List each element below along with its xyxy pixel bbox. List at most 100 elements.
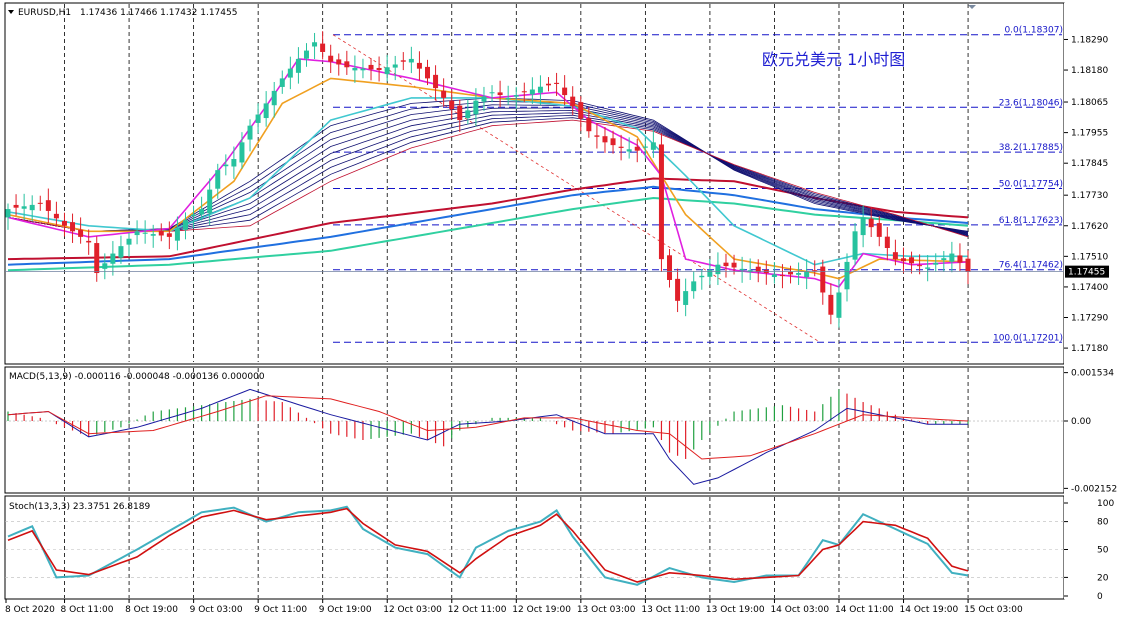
candle-body: [957, 255, 963, 263]
time-tick-label: 13 Oct 11:00: [641, 605, 700, 615]
candle-body: [594, 135, 600, 137]
candle-body: [675, 278, 681, 301]
candle-body: [852, 231, 858, 260]
candle-body: [392, 64, 398, 68]
chart-menu-arrow-icon[interactable]: [8, 10, 14, 14]
stoch-tick-label: 50: [1097, 546, 1109, 556]
candle-body: [618, 146, 624, 148]
chart-shift-marker-icon[interactable]: [968, 5, 976, 9]
candle-body: [53, 213, 59, 219]
candle-body: [602, 136, 608, 143]
candle-body: [779, 275, 785, 277]
candle-body: [691, 281, 697, 292]
candle-body: [941, 258, 947, 261]
ma-ribbon-line: [7, 117, 969, 237]
time-tick-label: 12 Oct 03:00: [383, 605, 442, 615]
candle-body: [715, 264, 721, 275]
candle-body: [384, 67, 390, 75]
candle-body: [642, 146, 648, 148]
candle-body: [868, 218, 874, 228]
candle-body: [699, 275, 705, 278]
candle-body: [570, 96, 576, 107]
time-tick-label: 14 Oct 19:00: [900, 605, 959, 615]
candle-body: [61, 220, 67, 226]
ma-ribbon-line: [7, 104, 969, 234]
ma-red-line: [7, 177, 969, 261]
candle-body: [892, 252, 898, 260]
price-tick-label: 1.17955: [1071, 129, 1108, 139]
candle-body: [312, 42, 318, 47]
candle-body: [207, 189, 213, 214]
fibonacci-retracement[interactable]: 0.0(1.18307) 23.6(1.18046) 38.2(1.17885) 50…: [332, 26, 1063, 344]
candle-body: [416, 62, 422, 69]
candle-body: [925, 267, 931, 269]
macd-panel[interactable]: [4, 366, 1065, 494]
candle-body: [755, 266, 761, 272]
candle-body: [70, 222, 76, 232]
chart-annotation: 欧元兑美元 1小时图: [762, 50, 905, 69]
time-tick-label: 13 Oct 03:00: [577, 605, 636, 615]
ma-ribbon-line: [7, 97, 969, 232]
candle-body: [860, 217, 866, 236]
time-tick-label: 12 Oct 11:00: [448, 605, 507, 615]
vertical-grid: [64, 4, 969, 598]
fib-level-label: 23.6(1.18046): [999, 98, 1063, 108]
candle-body: [900, 258, 906, 262]
candle-body: [271, 90, 277, 106]
candle-body: [263, 103, 269, 119]
candle-body: [255, 114, 261, 123]
candle-body: [247, 125, 253, 140]
candle-body: [586, 118, 592, 132]
macd-label: MACD(5,13,9) -0.000116 -0.000048 -0.0001…: [9, 372, 265, 382]
candle-body: [804, 271, 810, 278]
fib-level-label: 0.0(1.18307): [1004, 26, 1063, 36]
candle-body: [965, 258, 971, 272]
candle-body: [336, 59, 342, 65]
candle-body: [771, 274, 777, 278]
price-tick-label: 1.17620: [1071, 222, 1108, 232]
ohlc-values: 1.17436 1.17466 1.17432 1.17455: [80, 8, 237, 18]
price-tick-label: 1.17400: [1071, 283, 1108, 293]
candle-body: [29, 204, 35, 211]
candle-body: [158, 230, 164, 236]
candle-body: [505, 97, 511, 100]
candle-body: [529, 89, 535, 95]
candle-body: [489, 92, 495, 94]
stoch-panel[interactable]: [4, 495, 1065, 600]
candle-body: [118, 246, 124, 258]
candle-body: [166, 233, 172, 237]
ma-magenta-line: [7, 58, 969, 288]
candle-body: [45, 200, 51, 211]
candle-body: [747, 270, 753, 272]
candle-body: [303, 50, 309, 59]
candle-body: [449, 100, 455, 109]
candle-body: [424, 66, 430, 79]
candle-body: [707, 270, 713, 277]
candle-body: [667, 255, 673, 280]
price-tick-label: 1.18065: [1071, 98, 1108, 108]
candle-body: [521, 91, 527, 93]
candle-body: [191, 214, 197, 217]
stoch-main-line: [7, 505, 969, 586]
candles[interactable]: [5, 31, 971, 328]
candle-body: [610, 138, 616, 146]
time-tick-label: 9 Oct 11:00: [254, 605, 307, 615]
candle-body: [537, 86, 543, 93]
price-scale: [1064, 3, 1140, 599]
stoch-label: Stoch(13,3,3) 23.3751 26.8189: [9, 502, 150, 512]
stochastic-indicator: 100 80 50 20 0: [5, 499, 1114, 602]
fib-level-label: 38.2(1.17885): [999, 143, 1063, 153]
ma-orange-line: [7, 77, 969, 280]
candle-body: [13, 204, 19, 208]
candle-body: [328, 55, 334, 62]
candle-body: [562, 87, 568, 96]
candle-body: [279, 78, 285, 87]
candle-body: [231, 159, 237, 167]
candle-body: [949, 253, 955, 262]
candle-body: [812, 270, 818, 272]
candle-body: [182, 220, 188, 230]
candle-body: [497, 92, 503, 96]
candle-body: [126, 238, 132, 245]
